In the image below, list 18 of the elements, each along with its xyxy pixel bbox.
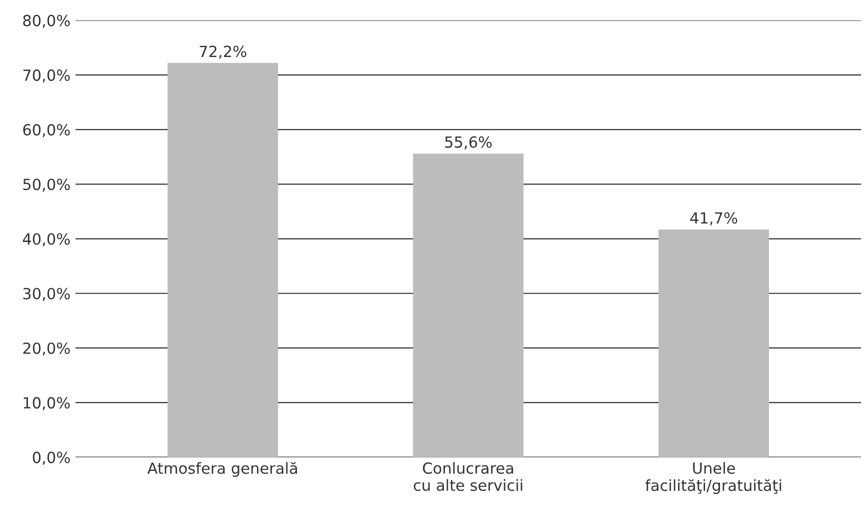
data-label: 41,7% [690, 212, 738, 226]
y-tick-label: 50,0% [23, 178, 70, 192]
x-tick-label: Unele facilităţi/gratuităţi [645, 462, 782, 494]
y-tick-label: 40,0% [22, 233, 70, 246]
bar [658, 229, 769, 458]
y-tick-label: 60,0% [23, 124, 70, 138]
y-tick-label: 70,0% [23, 69, 70, 83]
y-tick-label: 20,0% [23, 342, 70, 356]
bar [168, 62, 278, 458]
x-tick-label: Conlucrarea cu alte servicii [414, 462, 522, 491]
data-label: 55,6% [445, 136, 492, 150]
y-tick-label: 30,0% [23, 288, 70, 301]
y-tick-label: 80,0% [23, 14, 70, 28]
y-tick-label: 10,0% [24, 397, 70, 410]
bar [413, 154, 524, 458]
data-label: 72,2% [200, 46, 246, 59]
x-tick-label: Atmosfera generală [147, 462, 297, 477]
y-tick-label: 0,0% [32, 452, 70, 465]
